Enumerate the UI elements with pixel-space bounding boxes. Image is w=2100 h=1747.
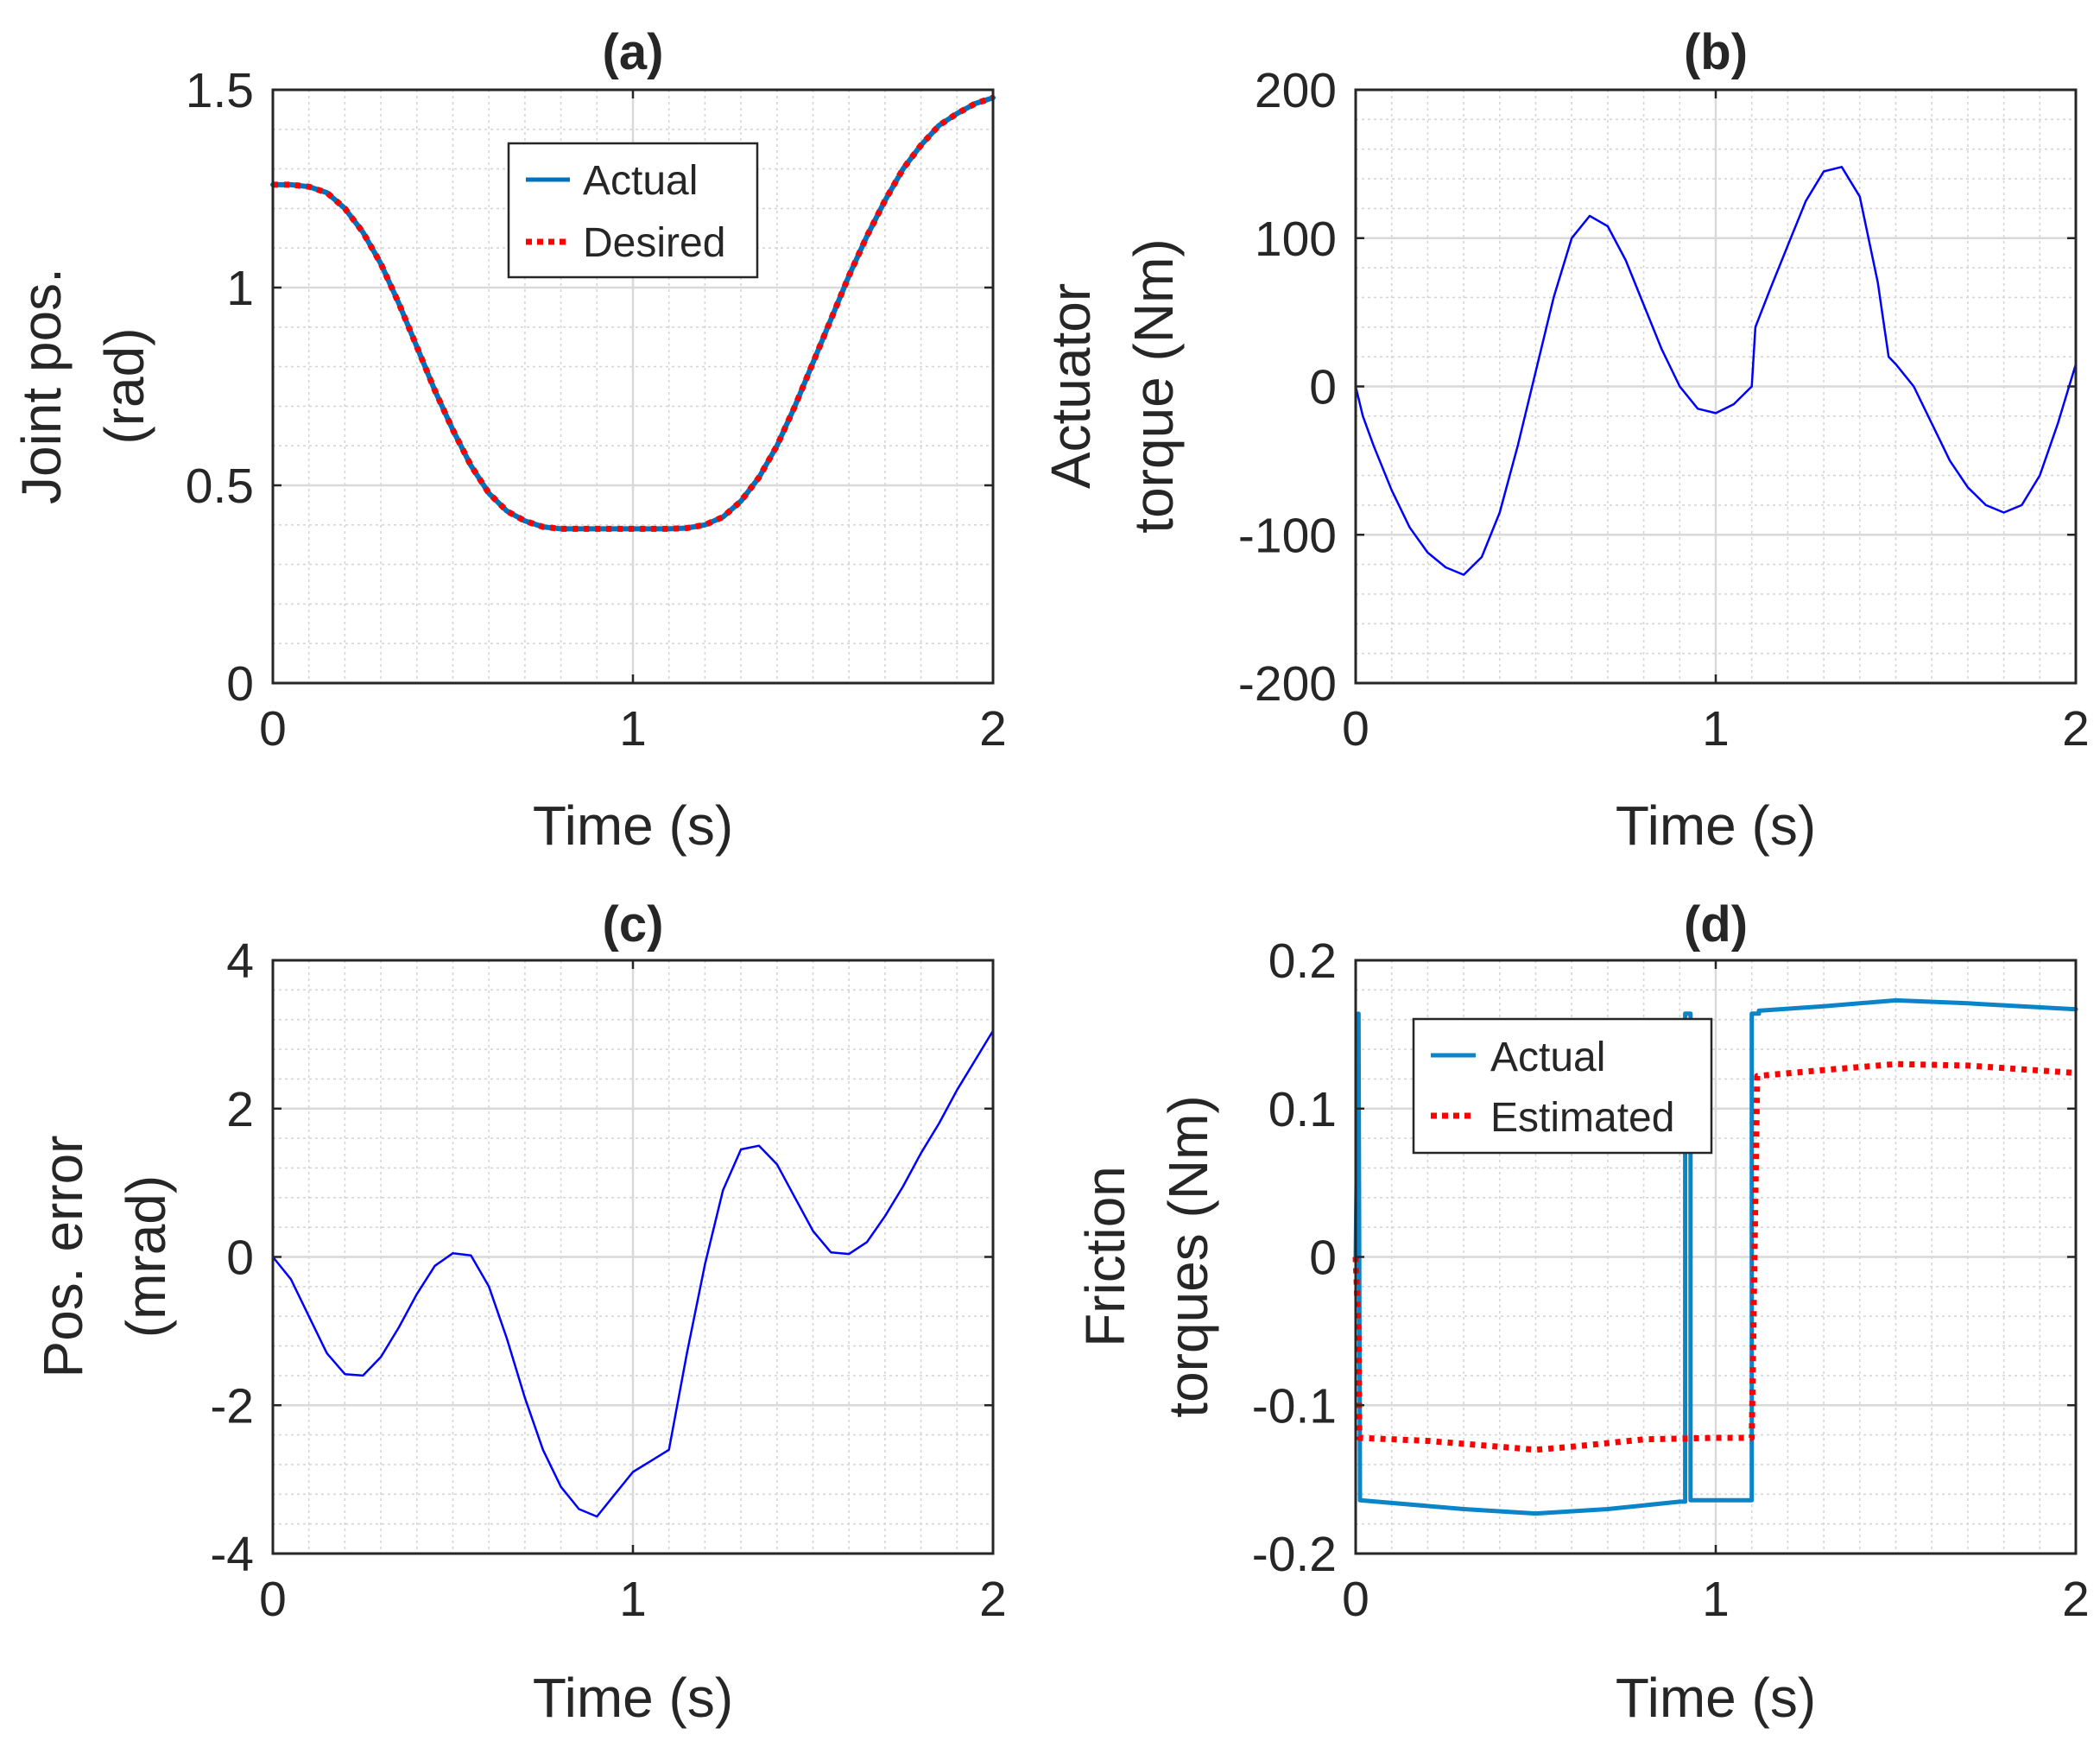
panel-d-ylabel-line2: torques (Nm) <box>1157 1095 1219 1417</box>
panel-d-ylabel: Friction torques (Nm) <box>1074 1095 1219 1417</box>
panel-b-ticks: 0 1 2 -200 -100 0 100 200 <box>1238 63 2090 756</box>
d-ytick-label: 0.2 <box>1268 934 1337 989</box>
panel-d-legend-box <box>1412 1017 1713 1155</box>
panel-a-legend-box <box>507 142 759 279</box>
panel-d-ticks: 0 1 2 -0.2 -0.1 0 0.1 0.2 <box>1252 934 2090 1627</box>
panel-d-xlabel: Time (s) <box>1616 1667 1816 1729</box>
panel-d-ylabel-line1: Friction <box>1074 1166 1136 1347</box>
c-ytick-label: -2 <box>210 1378 254 1434</box>
c-ytick-label: 4 <box>226 934 254 989</box>
b-ytick-label: 200 <box>1255 63 1337 118</box>
panel-d-legend-estimated-label: Estimated <box>1490 1095 1674 1141</box>
a-xtick-label: 2 <box>979 701 1007 756</box>
panel-c-ylabel-line2: (mrad) <box>115 1175 177 1338</box>
panel-a-legend-actual-label: Actual <box>583 158 698 204</box>
a-ytick-label: 0 <box>226 656 254 712</box>
panel-d-legend: Actual Estimated <box>1412 1017 1713 1155</box>
d-ytick-label: -0.1 <box>1252 1378 1337 1434</box>
c-ytick-label: -4 <box>210 1527 254 1582</box>
a-xtick-label: 1 <box>619 701 647 756</box>
panel-b-ylabel: Actuator torque (Nm) <box>1040 238 1185 533</box>
c-xtick-label: 2 <box>979 1572 1007 1627</box>
panel-c-grid <box>271 959 995 1555</box>
d-xtick-label: 2 <box>2062 1572 2090 1627</box>
panel-a: (a) 0 1 2 0 0.5 1 1.5 Time (s) Joint pos. (rad… <box>10 24 1007 857</box>
b-xtick-label: 1 <box>1702 701 1730 756</box>
b-xtick-label: 2 <box>2062 701 2090 756</box>
panel-d-title: (d) <box>1684 896 1748 953</box>
a-xtick-label: 0 <box>259 701 287 756</box>
panel-d-legend-actual-label: Actual <box>1490 1035 1605 1080</box>
panel-b-ylabel-line2: torque (Nm) <box>1123 238 1185 533</box>
a-ytick-label: 0.5 <box>186 459 254 514</box>
panel-b-ylabel-line1: Actuator <box>1040 283 1102 489</box>
d-ytick-label: 0.1 <box>1268 1082 1337 1137</box>
a-ytick-label: 1 <box>226 261 254 316</box>
panel-a-xlabel: Time (s) <box>533 794 733 857</box>
b-ytick-label: 0 <box>1309 360 1337 415</box>
d-xtick-label: 1 <box>1702 1572 1730 1627</box>
panel-b-title: (b) <box>1684 24 1748 80</box>
b-ytick-label: 100 <box>1255 212 1337 267</box>
panel-d-series <box>1352 997 2078 1516</box>
panel-a-legend-desired-label: Desired <box>583 220 725 266</box>
panel-a-title: (a) <box>603 24 664 80</box>
c-xtick-label: 1 <box>619 1572 647 1627</box>
d-ytick-label: 0 <box>1309 1231 1337 1286</box>
b-xtick-label: 0 <box>1342 701 1369 756</box>
c-ytick-label: 0 <box>226 1231 254 1286</box>
d-xtick-label: 0 <box>1342 1572 1369 1627</box>
c-xtick-label: 0 <box>259 1572 287 1627</box>
panel-a-series <box>270 94 996 532</box>
panel-a-ylabel-line2: (rad) <box>93 327 155 444</box>
a-ytick-label: 1.5 <box>186 63 254 118</box>
a-series-desired <box>273 94 995 532</box>
panel-c-xlabel: Time (s) <box>533 1667 733 1729</box>
d-series-actual <box>1353 997 2078 1516</box>
panel-b-xlabel: Time (s) <box>1616 794 1816 857</box>
panel-d: (d) 0 1 2 -0.2 -0.1 0 0.1 0.2 Time (s) Friction… <box>1074 896 2090 1729</box>
panel-c-title: (c) <box>603 896 664 953</box>
c-ytick-label: 2 <box>226 1082 254 1137</box>
b-series-actuator-torque <box>1354 166 2078 576</box>
panel-a-legend: Actual Desired <box>507 142 759 279</box>
c-series-position-error <box>271 1029 995 1518</box>
panel-c-series <box>271 1029 995 1518</box>
b-ytick-label: -100 <box>1238 508 1337 563</box>
b-ytick-label: -200 <box>1238 656 1337 712</box>
panel-c-ylabel: Pos. error (mrad) <box>32 1136 177 1378</box>
d-series-estimated <box>1352 1060 2077 1453</box>
panel-c-ticks: 0 1 2 -4 -2 0 2 4 <box>210 934 1007 1627</box>
d-ytick-label: -0.2 <box>1252 1527 1337 1582</box>
panel-c: (c) 0 1 2 -4 -2 0 2 4 Time (s) Pos. error (mrad… <box>32 896 1007 1729</box>
panel-b-series <box>1354 166 2078 576</box>
panel-c-ylabel-line1: Pos. error <box>32 1136 94 1378</box>
panel-a-ticks: 0 1 2 0 0.5 1 1.5 <box>186 63 1007 756</box>
panel-b: (b) 0 1 2 -200 -100 0 100 200 Time (s) Actuator… <box>1040 24 2090 857</box>
panel-a-ylabel: Joint pos. (rad) <box>10 268 155 504</box>
panel-a-ylabel-line1: Joint pos. <box>10 268 73 504</box>
